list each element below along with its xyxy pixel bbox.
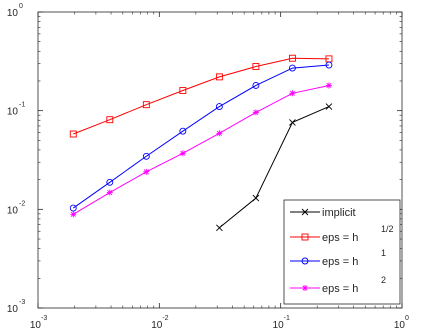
legend-label-exponent: 1	[381, 248, 386, 258]
data-point	[289, 119, 296, 126]
data-point	[143, 168, 150, 175]
legend-label-exponent: 1/2	[381, 224, 394, 234]
x-tick-label-exponent: -1	[284, 315, 290, 322]
legend-marker	[301, 233, 309, 241]
data-point	[142, 152, 150, 160]
data-point	[252, 63, 260, 70]
y-tick-label-exponent: -1	[19, 102, 25, 109]
data-point	[179, 150, 186, 157]
legend-label-exponent: 2	[381, 275, 386, 285]
data-point	[215, 103, 223, 111]
x-tick-label-base: 10	[394, 320, 406, 331]
legend-marker	[301, 257, 309, 265]
data-point	[69, 204, 77, 212]
legend-entry-3: eps = h 2	[290, 275, 386, 295]
legend-entry-1: eps = h 1/2	[290, 224, 394, 244]
legend-entry-0: implicit	[290, 207, 356, 219]
x-tick-label-base: 10	[273, 320, 285, 331]
data-point	[325, 82, 332, 89]
series-line	[219, 106, 330, 229]
data-point	[106, 178, 114, 186]
data-point	[325, 103, 333, 110]
legend-marker	[301, 208, 309, 216]
y-tick-label-base: 10	[7, 107, 19, 118]
data-point	[215, 73, 223, 81]
series-line	[73, 84, 330, 215]
y-tick-label-exponent: 0	[19, 3, 23, 10]
data-point	[179, 127, 187, 135]
legend-marker	[302, 285, 308, 291]
x-tick-label-base: 10	[151, 320, 163, 331]
data-point	[325, 61, 333, 69]
x-tick-label-exponent: 0	[405, 315, 409, 322]
data-point	[216, 130, 223, 137]
legend-label: eps = h	[322, 283, 358, 295]
legend-label: eps = h	[322, 232, 358, 244]
data-point	[252, 109, 259, 116]
legend-entry-2: eps = h 1	[290, 248, 386, 268]
series-3	[70, 82, 332, 218]
legend: implicit eps = h 1/2 eps = h 1 eps = h 2	[283, 199, 401, 305]
data-point	[106, 189, 113, 196]
data-point	[70, 211, 77, 218]
y-tick-label-base: 10	[7, 205, 19, 216]
series-2	[69, 61, 333, 212]
y-tick-label-exponent: -3	[19, 299, 25, 306]
legend-label: eps = h	[322, 256, 358, 268]
x-tick-label-exponent: -2	[162, 315, 168, 322]
axes-box	[37, 11, 403, 309]
data-point	[179, 87, 187, 94]
series-layer	[69, 54, 333, 232]
y-tick-label-exponent: -2	[19, 200, 25, 207]
data-point	[288, 54, 296, 62]
series-1	[69, 54, 333, 138]
x-tick-label-base: 10	[30, 320, 42, 331]
data-point	[289, 90, 296, 97]
data-point	[288, 64, 296, 72]
data-point	[216, 224, 223, 232]
series-line	[73, 57, 329, 135]
y-tick-label-base: 10	[7, 8, 19, 19]
data-point	[142, 101, 150, 109]
legend-label: implicit	[322, 207, 356, 219]
axis-ticks	[37, 11, 403, 309]
series-0	[216, 103, 333, 232]
series-line	[72, 64, 329, 209]
data-point	[69, 130, 77, 138]
x-tick-label-exponent: -3	[41, 315, 47, 322]
data-point	[252, 82, 260, 89]
data-point	[106, 116, 114, 124]
y-tick-label-base: 10	[7, 304, 19, 315]
data-point	[252, 194, 260, 202]
